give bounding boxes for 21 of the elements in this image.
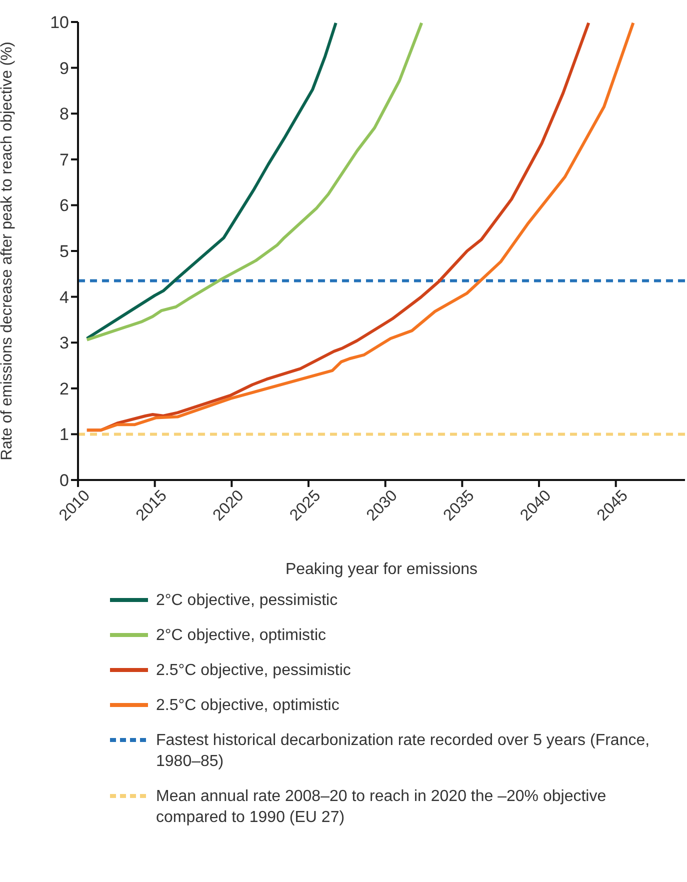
y-tick-label: 10	[50, 13, 69, 32]
y-tick-label: 3	[60, 334, 69, 353]
legend-label: 2.5°C objective, optimistic	[156, 696, 340, 716]
legend-label: 2.5°C objective, pessimistic	[156, 661, 351, 681]
legend-label: Fastest historical decarbonization rate recorded over 5 years (France, 1980–85)	[156, 731, 651, 772]
y-tick-label: 4	[60, 288, 69, 307]
legend-label: 2°C objective, pessimistic	[156, 591, 338, 611]
line-series	[85, 22, 424, 342]
y-tick-label: 8	[60, 104, 69, 124]
y-tick-label: 2	[60, 379, 69, 398]
legend-label: 2°C objective, optimistic	[156, 626, 326, 646]
y-tick-label: 0	[60, 471, 69, 490]
y-tick-label: 9	[60, 58, 69, 78]
y-tick-label: 1	[60, 425, 69, 444]
y-axis-title: Rate of emissions decrease after peak to reach objective (%)	[0, 42, 16, 460]
y-tick-label: 7	[60, 150, 69, 170]
legend-label: Mean annual rate 2008–20 to reach in 2020 the –20% objective compared to 1990 (EU 27)	[156, 787, 608, 828]
x-axis-title: Peaking year for emissions	[285, 561, 478, 578]
y-tick-label: 6	[60, 196, 69, 216]
y-tick-label: 5	[60, 242, 69, 262]
line-series	[85, 22, 338, 340]
